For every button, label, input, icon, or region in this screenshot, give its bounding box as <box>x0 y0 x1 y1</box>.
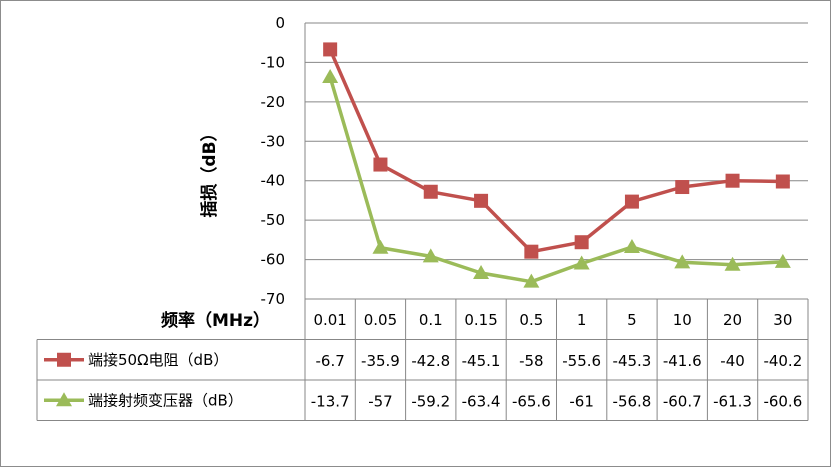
series-1-point <box>775 174 790 189</box>
table-cell-value: -45.3 <box>613 352 652 370</box>
table-cell-value: -42.8 <box>411 352 450 370</box>
series-1-point <box>574 235 589 250</box>
table-cell-value: -65.6 <box>512 392 551 410</box>
x-tick-label: 0.1 <box>419 311 443 329</box>
table-cell-value: -60.6 <box>763 392 802 410</box>
table-cell-value: -56.8 <box>613 392 652 410</box>
x-tick-label: 5 <box>627 311 637 329</box>
legend-label: 端接50Ω电阻（dB） <box>88 351 228 369</box>
x-axis-title: 频率（MHz） <box>161 310 270 331</box>
series-2-point <box>422 248 439 263</box>
legend-key-marker <box>56 392 72 407</box>
x-tick-label: 0.01 <box>313 311 346 329</box>
series-line-1 <box>328 48 783 254</box>
table-cell-value: -57 <box>368 392 393 410</box>
x-tick-label: 0.15 <box>464 311 497 329</box>
y-axis-title: 插损（dB） <box>199 124 220 217</box>
series-2-point <box>573 255 590 270</box>
x-tick-label: 10 <box>673 311 692 329</box>
series-2-point <box>674 254 691 269</box>
y-tick-label: -60 <box>261 251 286 269</box>
y-tick-labels: 0 -10 -20 -30 -40 -50 -60 -70 <box>261 14 286 308</box>
series-1-point <box>524 244 539 259</box>
y-tick-label: -40 <box>261 172 286 190</box>
table-cell-value: -55.6 <box>562 352 601 370</box>
legend-key-marker <box>57 352 71 367</box>
table-cell-value: -40 <box>720 352 745 370</box>
series-2-point <box>322 69 339 84</box>
series-lines <box>328 48 783 284</box>
series-line-2 <box>328 76 783 284</box>
series-1-point <box>725 173 740 188</box>
series-1-point <box>675 180 690 195</box>
y-tick-label: -70 <box>261 290 286 308</box>
series-1-point <box>323 42 338 57</box>
y-tick-label: -10 <box>261 53 286 71</box>
table-cell-value: -61 <box>569 392 594 410</box>
table-cell-value: -45.1 <box>462 352 501 370</box>
table-cell-value: -61.3 <box>713 392 752 410</box>
gridlines <box>304 22 808 300</box>
series-1-point <box>474 193 489 208</box>
table-cell-value: -40.2 <box>763 352 802 370</box>
y-tick-label: -50 <box>261 211 286 229</box>
table-cell-value: -58 <box>519 352 544 370</box>
data-table: 0.01 0.05 0.1 0.15 0.5 1 5 10 20 30 端接50Ω电阻（dB） -6.… <box>36 298 809 421</box>
y-tick-label: -30 <box>261 132 286 150</box>
x-tick-label: 0.05 <box>364 311 397 329</box>
series-1-point <box>373 157 388 172</box>
series-2-point <box>473 264 490 279</box>
y-tick-label: 0 <box>275 14 285 32</box>
x-tick-label: 30 <box>773 311 792 329</box>
series-1-point <box>423 184 438 199</box>
legend-label: 端接射频变压器（dB） <box>88 391 243 409</box>
table-cell-value: -63.4 <box>462 392 501 410</box>
y-tick-label: -20 <box>261 93 286 111</box>
table-cell-value: -13.7 <box>311 392 350 410</box>
series-2-point <box>774 253 791 268</box>
series-1-point <box>624 194 639 209</box>
series-2-point <box>623 238 640 253</box>
table-cell-value: -41.6 <box>663 352 702 370</box>
x-tick-label: 1 <box>577 311 587 329</box>
table-cell-value: -6.7 <box>316 352 345 370</box>
x-tick-label: 20 <box>723 311 742 329</box>
table-cell-value: -35.9 <box>361 352 400 370</box>
series-2-point <box>724 256 741 271</box>
series-markers <box>322 42 791 288</box>
series-2-point <box>523 273 540 288</box>
table-cell-value: -60.7 <box>663 392 702 410</box>
table-cell-value: -59.2 <box>411 392 450 410</box>
series-2-point <box>372 239 389 254</box>
x-tick-label: 0.5 <box>519 311 543 329</box>
